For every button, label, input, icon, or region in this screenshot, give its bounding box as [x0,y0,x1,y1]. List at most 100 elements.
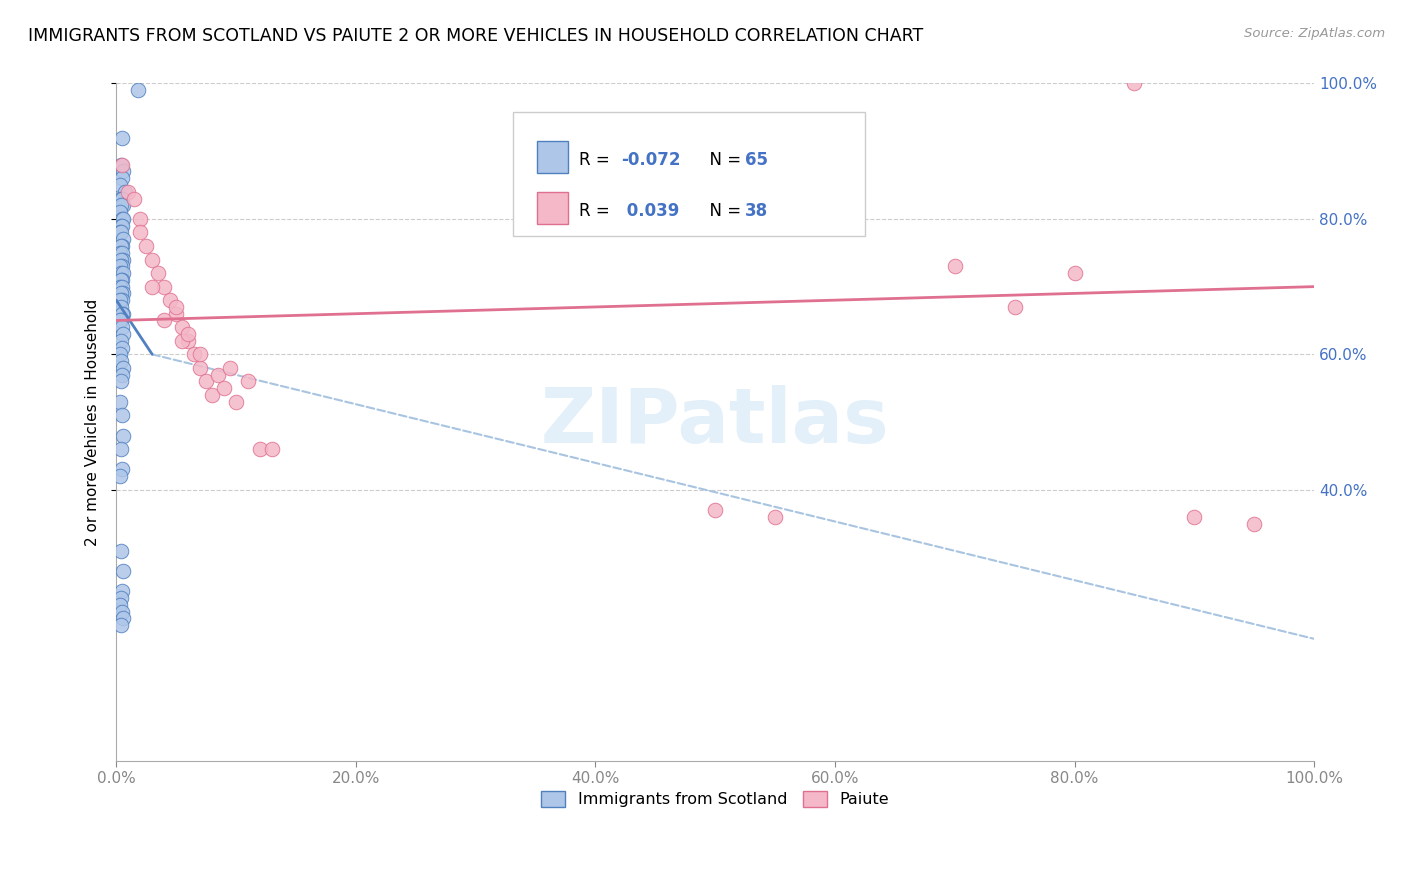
Point [108,347,131,361]
Point [111,409,134,423]
Point [111,279,134,293]
Legend: Immigrants from Scotland, Paiute: Immigrants from Scotland, Paiute [534,784,896,814]
Point [112,611,135,625]
Point [236,375,259,389]
Text: IMMIGRANTS FROM SCOTLAND VS PAIUTE 2 OR MORE VEHICLES IN HOUSEHOLD CORRELATION C: IMMIGRANTS FROM SCOTLAND VS PAIUTE 2 OR … [28,27,924,45]
Point [112,211,135,226]
Point [110,300,132,314]
Point [108,260,131,274]
Point [172,334,194,348]
Point [165,300,187,314]
Text: 65: 65 [745,151,768,169]
Text: N =: N = [699,202,747,220]
Point [108,598,131,612]
Point [110,198,132,212]
Point [129,211,152,226]
Point [111,219,134,233]
Point [110,252,132,267]
Point [201,388,224,402]
Point [108,226,131,240]
Point [110,334,132,348]
Point [110,591,132,606]
Point [110,543,132,558]
Point [110,192,132,206]
Point [1243,516,1265,531]
Point [108,279,131,293]
Point [763,509,786,524]
Point [110,273,132,287]
Point [110,286,132,301]
Point [114,185,136,199]
Point [219,360,242,375]
Point [177,326,200,341]
Point [127,83,149,97]
Point [117,185,139,199]
Y-axis label: 2 or more Vehicles in Household: 2 or more Vehicles in Household [86,299,100,546]
Point [108,245,131,260]
Point [112,307,135,321]
Point [110,266,132,280]
Point [260,442,283,457]
Point [111,245,134,260]
Point [108,469,131,483]
Point [110,618,132,632]
Point [159,293,181,308]
Point [111,273,134,287]
Point [1004,300,1026,314]
Point [112,252,135,267]
Point [108,293,131,308]
Point [112,232,135,246]
Point [111,320,134,334]
Point [110,313,132,327]
Point [111,462,134,476]
Point [148,266,170,280]
Point [943,260,966,274]
Point [111,605,134,619]
Point [141,252,163,267]
Point [704,503,727,517]
Text: Source: ZipAtlas.com: Source: ZipAtlas.com [1244,27,1385,40]
Text: R =: R = [579,202,616,220]
Text: ZIPatlas: ZIPatlas [541,385,890,459]
Point [108,178,131,192]
Point [112,360,135,375]
Point [108,205,131,219]
Point [110,442,132,457]
Text: -0.072: -0.072 [621,151,681,169]
Point [110,158,132,172]
Point [207,368,229,382]
Point [1063,266,1085,280]
Point [112,564,135,578]
Point [110,239,132,253]
Point [135,239,157,253]
Point [153,313,176,327]
Point [111,211,134,226]
Text: 38: 38 [745,202,768,220]
Point [225,394,247,409]
Point [111,341,134,355]
Point [110,375,132,389]
Point [112,326,135,341]
Point [112,428,135,442]
Point [110,226,132,240]
Point [111,171,134,186]
Point [111,260,134,274]
Point [111,158,134,172]
Point [172,320,194,334]
Point [111,293,134,308]
Point [188,347,211,361]
Text: N =: N = [699,151,747,169]
Point [183,347,205,361]
Point [249,442,271,457]
Point [111,130,134,145]
Point [112,164,135,178]
Point [1123,77,1146,91]
Point [111,584,134,599]
Point [153,279,176,293]
Point [212,381,235,395]
Point [112,198,135,212]
Point [111,192,134,206]
Point [111,239,134,253]
Point [195,375,218,389]
Point [108,394,131,409]
